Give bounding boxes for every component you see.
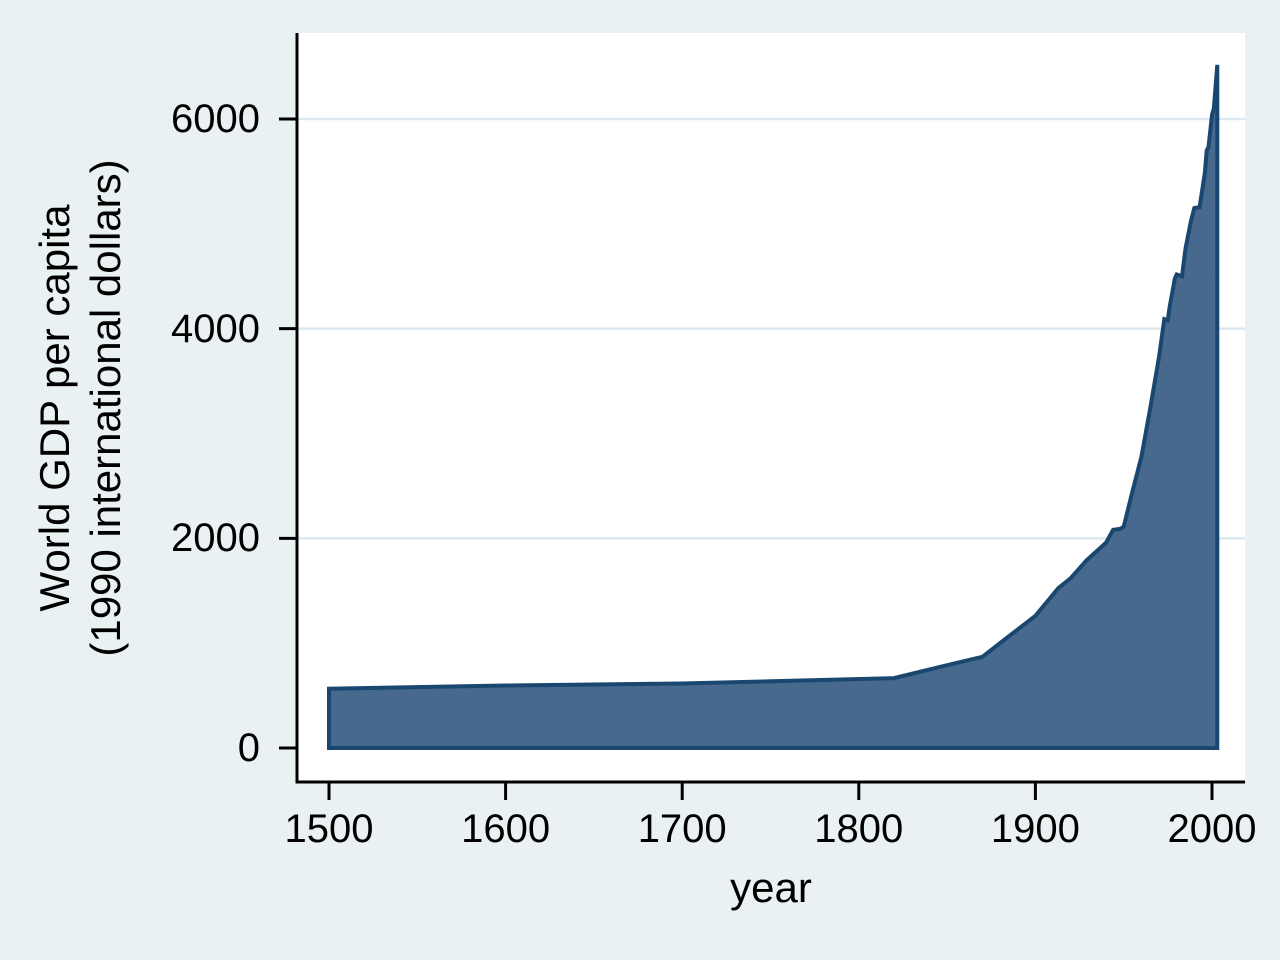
y-axis-title: World GDP per capita (1990 international… — [29, 159, 131, 656]
y-axis-title-line2: (1990 international dollars) — [82, 159, 129, 657]
x-tick-label: 1900 — [990, 807, 1080, 851]
y-tick-label: 4000 — [171, 306, 260, 351]
axis-lines — [295, 33, 1245, 784]
x-tick-label: 1800 — [814, 807, 904, 851]
y-tick-label: 0 — [237, 726, 260, 770]
y-axis-title-line1: World GDP per capita — [31, 204, 78, 612]
x-tick-label: 2000 — [1167, 807, 1257, 851]
x-tick-label: 1600 — [461, 807, 551, 851]
x-tick-label: 1500 — [284, 807, 374, 851]
y-tick-label: 2000 — [171, 516, 260, 561]
x-tick-label: 1700 — [637, 807, 727, 851]
y-tick-label: 6000 — [171, 97, 260, 141]
gdp-area-series — [327, 64, 1220, 750]
x-axis-title: year — [730, 864, 812, 911]
